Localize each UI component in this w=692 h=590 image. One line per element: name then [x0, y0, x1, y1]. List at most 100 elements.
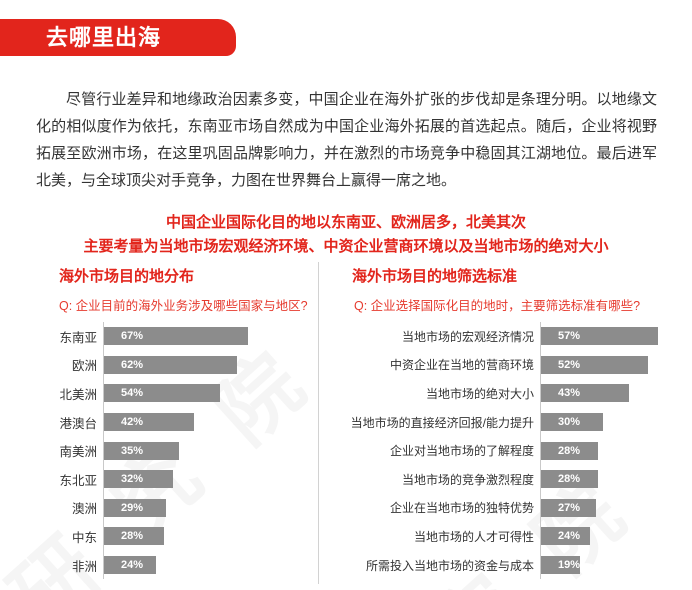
- category-label: 东北亚: [59, 473, 97, 488]
- question-screening-criteria: Q: 企业选择国际化目的地时，主要筛选标准有哪些?: [354, 299, 641, 313]
- category-label: 当地市场的绝对大小: [425, 386, 534, 401]
- value-bar: 35%: [104, 441, 180, 460]
- axis-track: 24%: [540, 522, 690, 551]
- axis-track: 52%: [540, 350, 690, 380]
- value-label: 24%: [121, 559, 144, 572]
- axis-track: 35%: [103, 436, 315, 465]
- value-label: 67%: [121, 330, 144, 343]
- bar-row: 当地市场的人才可得性 24%: [344, 522, 690, 551]
- category-label: 港澳台: [59, 416, 97, 431]
- value-label: 27%: [558, 501, 581, 514]
- value-bar: 19%: [541, 556, 581, 575]
- value-bar: 52%: [541, 355, 648, 374]
- bar-row: 当地市场的竞争激烈程度 28%: [344, 464, 690, 494]
- category-label: 东南亚: [59, 330, 97, 345]
- category-label: 当地市场的直接经济回报/能力提升: [350, 415, 534, 430]
- destination-distribution-bar-chart: 东南亚 67% 欧洲 62% 北美洲 54% 港澳台 42% 南美洲 35% 东北亚 32% 澳洲 29%…: [59, 322, 315, 580]
- key-finding-headline: 中国企业国际化目的地以东南亚、欧洲居多，北美其次 主要考量为当地市场宏观经济环境…: [0, 211, 692, 259]
- bar-row: 所需投入当地市场的资金与成本 19%: [344, 550, 690, 580]
- category-label: 南美洲: [59, 445, 97, 460]
- value-bar: 57%: [541, 327, 658, 346]
- value-label: 42%: [121, 416, 144, 429]
- section-title-screening-criteria: 海外市场目的地筛选标准: [352, 268, 518, 285]
- value-label: 32%: [121, 473, 144, 486]
- axis-track: 67%: [103, 322, 315, 351]
- bar-row: 澳洲 29%: [59, 493, 315, 523]
- bar-row: 企业对当地市场的了解程度 28%: [344, 436, 690, 465]
- page-title-banner: 去哪里出海: [0, 19, 236, 56]
- axis-track: 28%: [103, 522, 315, 551]
- value-bar: 62%: [104, 355, 238, 374]
- value-bar: 24%: [541, 527, 591, 546]
- bar-row: 欧洲 62%: [59, 350, 315, 380]
- value-label: 54%: [121, 387, 144, 400]
- axis-track: 28%: [540, 464, 690, 494]
- category-label: 当地市场的人才可得性: [413, 529, 534, 544]
- value-label: 28%: [558, 444, 581, 457]
- axis-track: 42%: [103, 407, 315, 437]
- category-label: 北美洲: [59, 387, 97, 402]
- value-bar: 43%: [541, 384, 630, 403]
- category-label: 企业在当地市场的独特优势: [389, 501, 534, 516]
- axis-track: 19%: [540, 550, 690, 580]
- category-label: 澳洲: [71, 502, 97, 517]
- value-label: 57%: [558, 330, 581, 343]
- screening-criteria-bar-chart: 当地市场的宏观经济情况 57% 中资企业在当地的营商环境 52% 当地市场的绝对大小 43…: [344, 322, 690, 580]
- key-finding-line2: 主要考量为当地市场宏观经济环境、中资企业营商环境以及当地市场的绝对大小: [83, 238, 609, 255]
- bar-row: 中东 28%: [59, 522, 315, 551]
- bar-row: 企业在当地市场的独特优势 27%: [344, 493, 690, 523]
- bar-row: 港澳台 42%: [59, 407, 315, 437]
- value-bar: 24%: [104, 556, 156, 575]
- category-label: 当地市场的竞争激烈程度: [401, 472, 534, 487]
- value-bar: 27%: [541, 498, 597, 517]
- axis-track: 28%: [540, 436, 690, 465]
- bar-row: 非洲 24%: [59, 550, 315, 580]
- axis-track: 24%: [103, 550, 315, 580]
- axis-track: 32%: [103, 464, 315, 494]
- section-title-destination-distribution: 海外市场目的地分布: [59, 268, 195, 285]
- value-bar: 54%: [104, 384, 221, 403]
- value-label: 30%: [558, 416, 581, 429]
- bar-row: 南美洲 35%: [59, 436, 315, 465]
- bar-row: 东北亚 32%: [59, 464, 315, 494]
- category-label: 当地市场的宏观经济情况: [401, 329, 534, 344]
- value-bar: 28%: [104, 527, 165, 546]
- axis-track: 54%: [103, 379, 315, 408]
- value-label: 29%: [121, 501, 144, 514]
- value-label: 35%: [121, 444, 144, 457]
- value-bar: 29%: [104, 498, 167, 517]
- bar-row: 当地市场的直接经济回报/能力提升 30%: [344, 407, 690, 437]
- axis-track: 43%: [540, 379, 690, 408]
- intro-paragraph: 尽管行业差异和地缘政治因素多变，中国企业在海外扩张的步伐却是条理分明。以地缘文化…: [36, 91, 657, 189]
- category-label: 中东: [71, 530, 97, 545]
- question-destination-distribution: Q: 企业目前的海外业务涉及哪些国家与地区?: [59, 299, 308, 313]
- bar-row: 当地市场的绝对大小 43%: [344, 379, 690, 408]
- value-bar: 67%: [104, 327, 249, 346]
- value-bar: 30%: [541, 413, 603, 432]
- axis-track: 29%: [103, 493, 315, 523]
- value-label: 19%: [558, 559, 581, 572]
- axis-track: 30%: [540, 407, 690, 437]
- page-title: 去哪里出海: [46, 25, 162, 50]
- value-label: 62%: [121, 358, 144, 371]
- bar-row: 东南亚 67%: [59, 322, 315, 351]
- value-label: 43%: [558, 387, 581, 400]
- bar-row: 当地市场的宏观经济情况 57%: [344, 322, 690, 351]
- category-label: 所需投入当地市场的资金与成本: [365, 558, 534, 573]
- value-label: 28%: [558, 473, 581, 486]
- column-divider: [318, 262, 319, 584]
- axis-track: 27%: [540, 493, 690, 523]
- value-label: 24%: [558, 530, 581, 543]
- value-bar: 42%: [104, 413, 195, 432]
- bar-row: 中资企业在当地的营商环境 52%: [344, 350, 690, 380]
- category-label: 中资企业在当地的营商环境: [389, 358, 534, 373]
- value-bar: 28%: [541, 470, 599, 489]
- value-label: 52%: [558, 358, 581, 371]
- value-label: 28%: [121, 530, 144, 543]
- key-finding-line1: 中国企业国际化目的地以东南亚、欧洲居多，北美其次: [165, 214, 526, 231]
- category-label: 欧洲: [71, 359, 97, 374]
- bar-row: 北美洲 54%: [59, 379, 315, 408]
- value-bar: 32%: [104, 470, 173, 489]
- category-label: 企业对当地市场的了解程度: [389, 444, 534, 459]
